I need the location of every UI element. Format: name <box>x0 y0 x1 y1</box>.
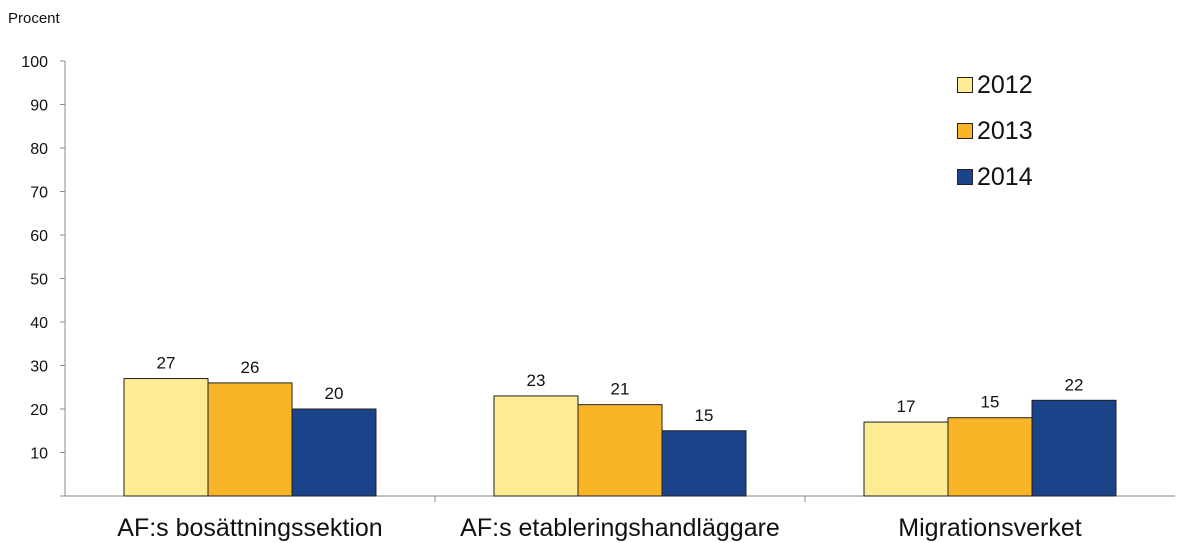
data-label: 20 <box>325 384 344 403</box>
bar-2014-2 <box>661 430 747 497</box>
bar-2012-3 <box>863 421 949 497</box>
legend: 2012 2013 2014 <box>957 62 1033 200</box>
x-category-label: AF:s etableringshandläggare <box>460 514 780 542</box>
data-label: 22 <box>1065 375 1084 394</box>
bar-2012-2 <box>493 395 579 497</box>
bar-2014-1 <box>291 408 377 497</box>
y-tick-label: 10 <box>30 446 48 463</box>
y-tick-label: 90 <box>30 98 48 115</box>
bar-2013-1 <box>207 382 293 497</box>
data-label: 17 <box>897 397 916 416</box>
x-category-label: AF:s bosättningssektion <box>117 514 382 542</box>
legend-label-2013: 2013 <box>977 116 1033 145</box>
legend-item-2013: 2013 <box>957 108 1033 154</box>
bar-2013-3 <box>947 417 1033 497</box>
legend-label-2012: 2012 <box>977 70 1033 99</box>
y-axis-unit-label: Procent <box>8 10 60 27</box>
data-label: 27 <box>157 354 176 373</box>
bar-2014-3 <box>1031 399 1117 497</box>
data-label: 23 <box>527 371 546 390</box>
y-tick-label: 70 <box>30 185 48 202</box>
y-tick-label: 20 <box>30 402 48 419</box>
data-label: 26 <box>241 358 260 377</box>
legend-swatch-2012 <box>957 77 973 93</box>
y-tick-label: 80 <box>30 141 48 158</box>
x-category-label: Migrationsverket <box>898 514 1081 542</box>
legend-swatch-2014 <box>957 169 973 185</box>
legend-swatch-2013 <box>957 123 973 139</box>
y-tick-label: 40 <box>30 315 48 332</box>
data-label: 21 <box>611 380 630 399</box>
legend-item-2012: 2012 <box>957 62 1033 108</box>
data-label: 15 <box>695 406 714 425</box>
y-tick-label: 60 <box>30 228 48 245</box>
data-label: 15 <box>981 393 1000 412</box>
y-tick-label: 30 <box>30 359 48 376</box>
legend-item-2014: 2014 <box>957 154 1033 200</box>
y-tick-label: 100 <box>21 54 48 71</box>
legend-label-2014: 2014 <box>977 162 1033 191</box>
bar-2012-1 <box>123 378 209 497</box>
bar-2013-2 <box>577 404 663 497</box>
y-tick-label: 50 <box>30 272 48 289</box>
